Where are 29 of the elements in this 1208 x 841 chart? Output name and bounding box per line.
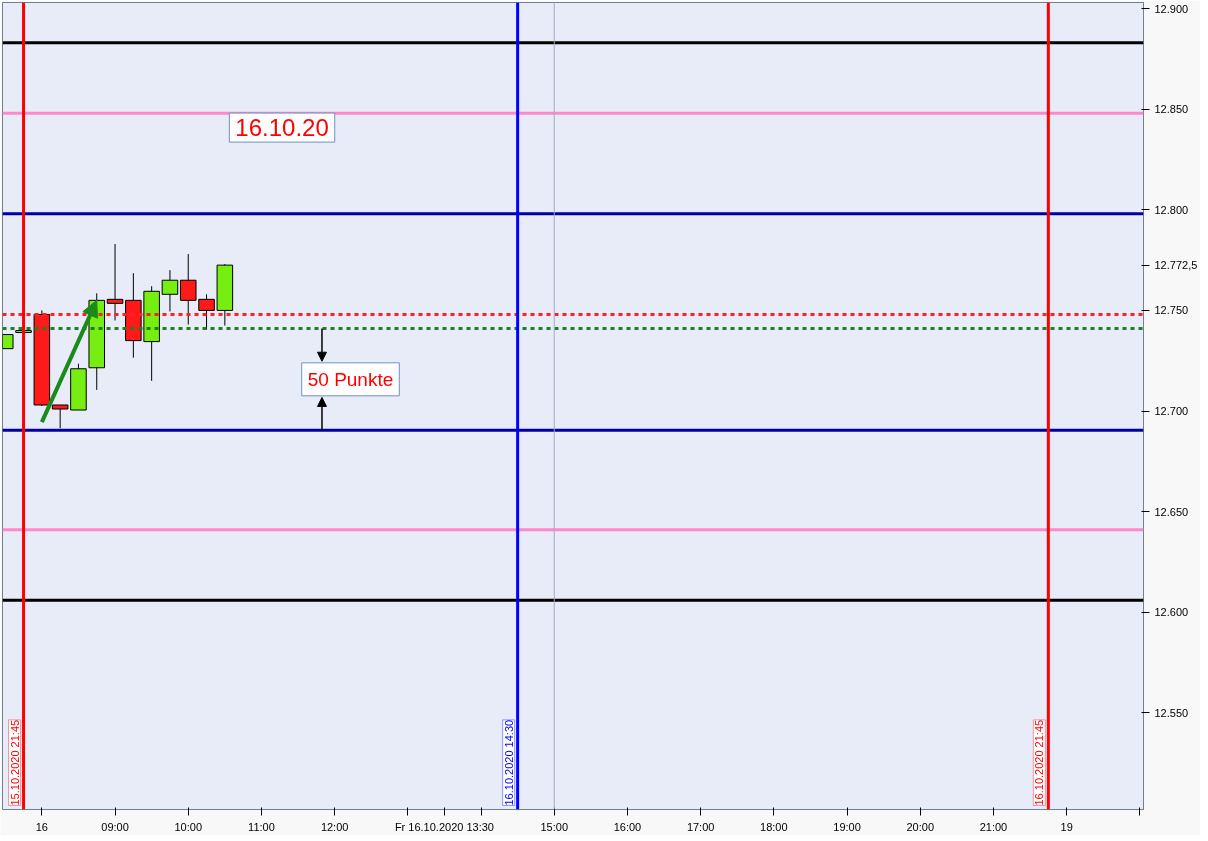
x-tick-label: 15:00	[540, 820, 569, 833]
x-tick-label: 09:00	[101, 820, 129, 833]
y-tick-label: 12.850	[1154, 103, 1189, 116]
x-tick-label: 20:00	[906, 820, 935, 833]
y-tick-label: 12.750	[1154, 304, 1189, 317]
y-tick-label: 12.700	[1154, 405, 1189, 418]
y-tick-label: 12.900	[1154, 2, 1189, 15]
x-tick-label: 15.10.2020 21:45	[8, 719, 21, 806]
annotation: 50 Punkte	[307, 368, 394, 390]
x-tick-label: 17:00	[686, 820, 715, 833]
y-tick-label: 12.650	[1154, 505, 1189, 518]
x-tick-label: 16:00	[613, 820, 642, 833]
x-tick-label: 19	[1060, 820, 1073, 833]
candlestick	[161, 269, 179, 312]
x-tick-label: 10:00	[174, 820, 203, 833]
x-tick-label: 21:00	[979, 820, 1008, 833]
y-tick-label: 12.800	[1154, 203, 1189, 216]
annotation: 16.10.20	[235, 114, 329, 142]
x-tick-label: 12:00	[320, 820, 349, 833]
x-tick-label: 19:00	[833, 820, 861, 833]
y-tick-label: 12.550	[1154, 706, 1189, 719]
x-tick-label: 16.10.2020 21:45	[1033, 719, 1046, 806]
x-tick-label: 16	[35, 820, 48, 833]
y-tick-label: 12.600	[1154, 606, 1189, 619]
x-tick-label: 16.10.2020 14:30	[502, 719, 515, 806]
y-tick-label: 12.772,5	[1154, 259, 1198, 272]
x-tick-label: Fr 16.10.2020 13:30	[394, 820, 494, 833]
x-tick-label: 11:00	[248, 820, 275, 833]
x-tick-label: 18:00	[760, 820, 788, 833]
